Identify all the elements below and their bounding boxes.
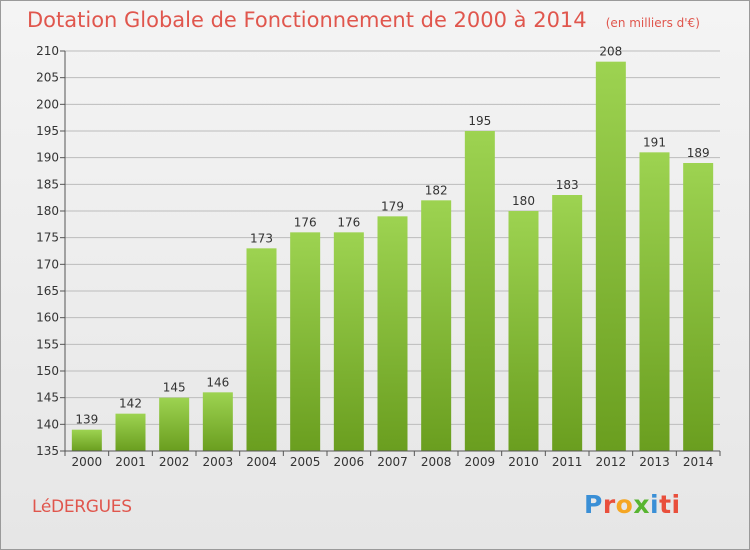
y-tick-label: 205 bbox=[36, 71, 59, 85]
proxiti-logo: Proxiti bbox=[584, 490, 681, 519]
logo-letter: x bbox=[633, 490, 650, 519]
x-tick-label: 2002 bbox=[159, 455, 190, 469]
bar-value-label: 183 bbox=[556, 178, 579, 192]
x-tick-label: 2008 bbox=[421, 455, 452, 469]
bar-value-label: 191 bbox=[643, 135, 666, 149]
bar-value-label: 176 bbox=[337, 215, 360, 229]
bar bbox=[159, 397, 190, 451]
bar-value-label: 189 bbox=[687, 146, 710, 160]
bar bbox=[377, 216, 408, 451]
bar bbox=[421, 200, 452, 451]
bar-value-label: 142 bbox=[119, 397, 142, 411]
logo-letter: ti bbox=[659, 490, 681, 519]
x-tick-label: 2003 bbox=[203, 455, 234, 469]
x-tick-label: 2010 bbox=[508, 455, 539, 469]
y-tick-label: 210 bbox=[36, 44, 59, 58]
bar-value-label: 139 bbox=[75, 413, 98, 427]
bar-value-label: 145 bbox=[163, 381, 186, 395]
chart-title: Dotation Globale de Fonctionnement de 20… bbox=[27, 8, 587, 32]
y-tick-label: 150 bbox=[36, 364, 59, 378]
bar-value-label: 173 bbox=[250, 231, 273, 245]
bar bbox=[115, 413, 146, 451]
chart-unit: (en milliers d'€) bbox=[605, 16, 700, 30]
bar-value-label: 176 bbox=[294, 215, 317, 229]
logo-letter: i bbox=[650, 490, 660, 519]
y-tick-label: 140 bbox=[36, 417, 59, 431]
bar-value-label: 179 bbox=[381, 199, 404, 213]
logo-letter: r bbox=[602, 490, 616, 519]
x-tick-label: 2009 bbox=[465, 455, 496, 469]
chart-title-line: Dotation Globale de Fonctionnement de 20… bbox=[27, 8, 700, 32]
x-tick-label: 2001 bbox=[115, 455, 146, 469]
y-tick-label: 175 bbox=[36, 231, 59, 245]
bar-value-label: 182 bbox=[425, 183, 448, 197]
x-tick-label: 2000 bbox=[72, 455, 103, 469]
y-tick-label: 165 bbox=[36, 284, 59, 298]
bar-value-label: 180 bbox=[512, 194, 535, 208]
x-tick-label: 2012 bbox=[596, 455, 627, 469]
bar bbox=[290, 232, 321, 451]
y-tick-label: 135 bbox=[36, 444, 59, 458]
y-tick-label: 185 bbox=[36, 177, 59, 191]
y-tick-label: 195 bbox=[36, 124, 59, 138]
bar bbox=[246, 248, 277, 451]
x-tick-label: 2014 bbox=[683, 455, 714, 469]
bar bbox=[71, 429, 102, 451]
commune-name: LéDERGUES bbox=[32, 497, 132, 517]
bar-value-label: 195 bbox=[468, 114, 491, 128]
bar-value-label: 208 bbox=[599, 45, 622, 59]
bar bbox=[508, 211, 539, 451]
y-tick-label: 155 bbox=[36, 337, 59, 351]
bar bbox=[552, 195, 583, 451]
bar bbox=[683, 163, 714, 451]
x-tick-label: 2004 bbox=[246, 455, 277, 469]
bar bbox=[464, 131, 495, 451]
bar bbox=[202, 392, 233, 451]
y-tick-label: 190 bbox=[36, 151, 59, 165]
x-tick-label: 2011 bbox=[552, 455, 583, 469]
bar bbox=[333, 232, 364, 451]
y-tick-label: 145 bbox=[36, 391, 59, 405]
y-tick-label: 180 bbox=[36, 204, 59, 218]
x-tick-label: 2013 bbox=[639, 455, 670, 469]
y-tick-label: 160 bbox=[36, 311, 59, 325]
logo-letter: P bbox=[584, 490, 603, 519]
bar bbox=[639, 152, 670, 452]
y-tick-label: 200 bbox=[36, 97, 59, 111]
y-tick-label: 170 bbox=[36, 257, 59, 271]
bar-value-label: 146 bbox=[206, 375, 229, 389]
x-tick-label: 2007 bbox=[377, 455, 408, 469]
logo-letter: o bbox=[615, 490, 634, 519]
x-tick-label: 2005 bbox=[290, 455, 321, 469]
bar bbox=[595, 61, 626, 452]
x-tick-label: 2006 bbox=[334, 455, 365, 469]
